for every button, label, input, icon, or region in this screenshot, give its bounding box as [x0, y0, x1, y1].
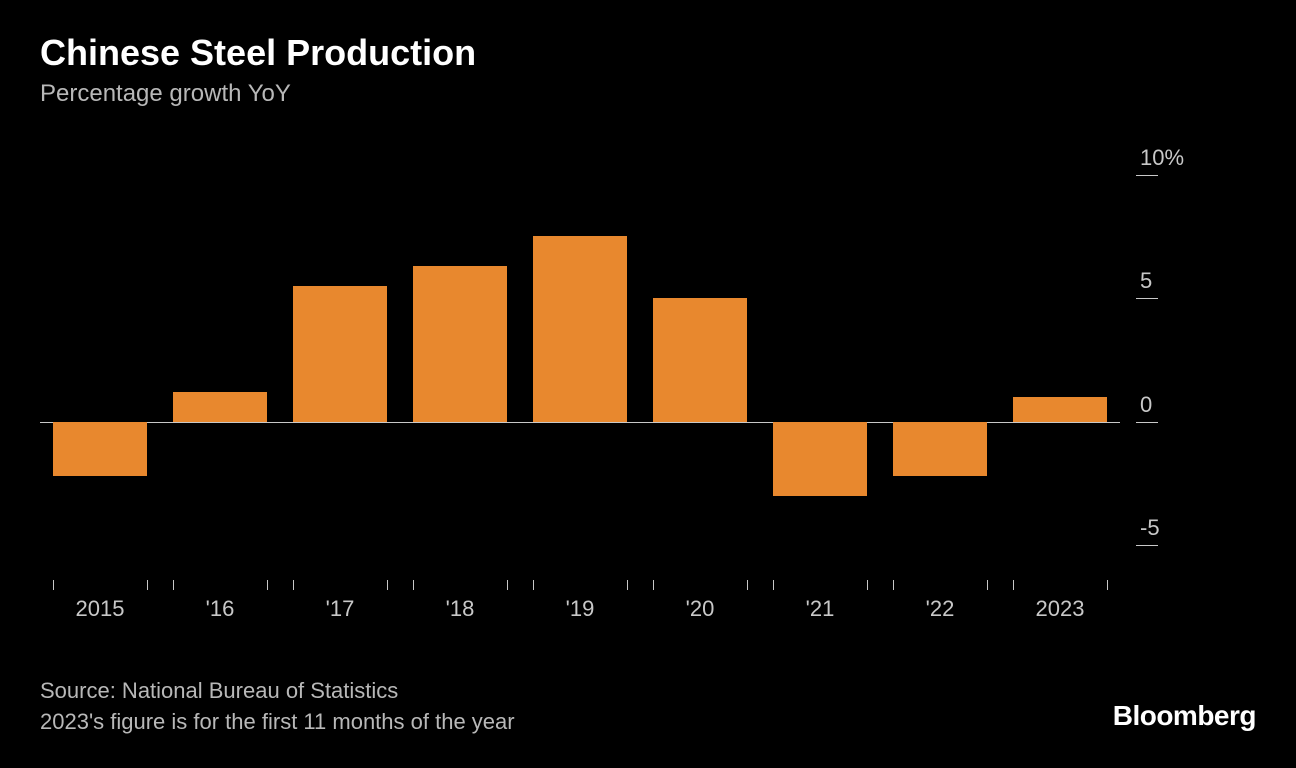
- chart-title: Chinese Steel Production: [40, 32, 1256, 74]
- x-tick-mark: [267, 580, 268, 590]
- x-tick-mark: [533, 580, 534, 590]
- x-tick-mark: [867, 580, 868, 590]
- y-tick-mark: [1136, 298, 1158, 299]
- x-tick-mark: [627, 580, 628, 590]
- y-tick-label: 10%: [1140, 145, 1184, 171]
- chart-subtitle: Percentage growth YoY: [40, 80, 1256, 108]
- bar: [53, 422, 147, 476]
- x-tick-mark: [507, 580, 508, 590]
- x-tick-label: '18: [446, 596, 475, 622]
- x-tick-label: 2023: [1036, 596, 1085, 622]
- bar: [173, 392, 267, 422]
- bar: [533, 236, 627, 421]
- x-tick-mark: [987, 580, 988, 590]
- x-tick-mark: [147, 580, 148, 590]
- bar: [1013, 397, 1107, 422]
- x-tick-mark: [773, 580, 774, 590]
- x-tick-mark: [413, 580, 414, 590]
- y-tick-label: 5: [1140, 268, 1152, 294]
- x-tick-mark: [1013, 580, 1014, 590]
- x-tick-mark: [653, 580, 654, 590]
- x-tick-mark: [893, 580, 894, 590]
- chart-footer: Source: National Bureau of Statistics 20…: [40, 676, 515, 738]
- y-tick-label: -5: [1140, 515, 1160, 541]
- bar: [653, 298, 747, 422]
- x-tick-label: '17: [326, 596, 355, 622]
- x-tick-mark: [747, 580, 748, 590]
- brand-logo: Bloomberg: [1113, 700, 1256, 732]
- chart-area: -50510% 2015'16'17'18'19'20'21'222023: [40, 150, 1180, 610]
- x-tick-label: 2015: [76, 596, 125, 622]
- y-tick-mark: [1136, 545, 1158, 546]
- bar: [293, 286, 387, 422]
- plot-region: [40, 150, 1120, 570]
- source-text: Source: National Bureau of Statistics: [40, 676, 515, 707]
- x-tick-mark: [173, 580, 174, 590]
- x-tick-label: '16: [206, 596, 235, 622]
- x-tick-label: '19: [566, 596, 595, 622]
- x-tick-mark: [53, 580, 54, 590]
- x-axis: 2015 '16 '17 '18 '19 '20 '21 '22 2023: [40, 580, 1120, 640]
- y-tick-mark: [1136, 175, 1158, 176]
- footnote-text: 2023's figure is for the first 11 months…: [40, 707, 515, 738]
- x-tick-label: '21: [806, 596, 835, 622]
- x-tick-mark: [1107, 580, 1108, 590]
- chart-container: Chinese Steel Production Percentage grow…: [0, 0, 1296, 768]
- y-tick-mark: [1136, 422, 1158, 423]
- x-tick-label: '20: [686, 596, 715, 622]
- x-tick-mark: [387, 580, 388, 590]
- x-tick-label: '22: [926, 596, 955, 622]
- bar: [413, 266, 507, 422]
- y-tick-label: 0: [1140, 392, 1152, 418]
- x-tick-mark: [293, 580, 294, 590]
- y-axis: -50510%: [1130, 150, 1230, 570]
- bar: [773, 422, 867, 496]
- bar: [893, 422, 987, 476]
